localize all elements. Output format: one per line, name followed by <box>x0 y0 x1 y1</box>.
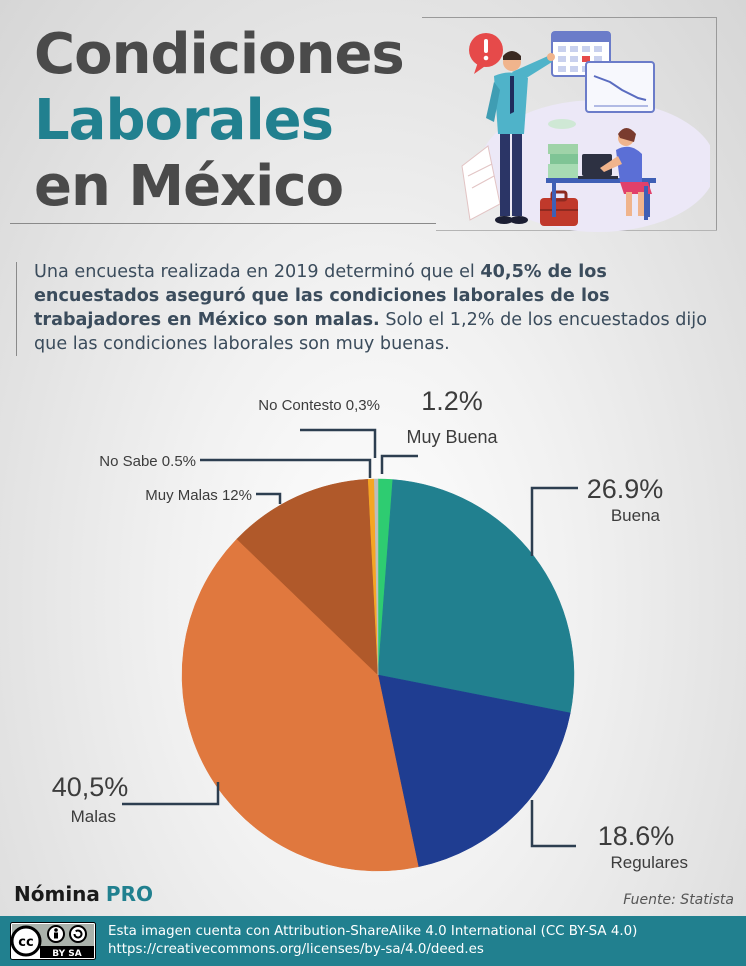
pie-slice-buena <box>377 479 575 714</box>
businessman-figure <box>486 51 555 224</box>
svg-text:cc: cc <box>18 935 33 950</box>
leader-line-regulares <box>530 800 576 848</box>
pie-slice-muy-malas <box>236 478 379 676</box>
slice-label-malas: Malas <box>71 807 116 826</box>
slice-value-buena: 26.9% <box>587 474 664 504</box>
cc-badge-text: BY SA <box>52 949 82 959</box>
brand-suffix: PRO <box>105 882 153 906</box>
leader-line-muy-buena <box>380 454 418 474</box>
leader-line-malas <box>122 782 220 806</box>
title-divider <box>10 223 436 224</box>
slice-value-muy-buena: 1.2% <box>421 386 483 416</box>
intro-paragraph: Una encuesta realizada en 2019 determinó… <box>34 260 714 356</box>
woman-at-laptop-figure <box>578 128 652 220</box>
pie-slices <box>181 478 575 872</box>
cc-by-sa-badge-icon: cc BY SA <box>10 922 96 960</box>
license-line-1: Esta imagen cuenta con Attribution-Share… <box>108 924 638 939</box>
page-title: Condiciones Laborales en México <box>34 22 405 220</box>
intro-text-1: Una encuesta realizada en 2019 determinó… <box>34 262 481 282</box>
title-line-1: Condiciones <box>34 22 405 87</box>
slice-label-muy-malas: Muy Malas 12% <box>145 487 252 504</box>
pie-slice-regulares <box>377 674 571 868</box>
title-line-2: Laborales <box>34 88 334 153</box>
line-chart-board-icon <box>585 61 655 113</box>
slice-label-buena: Buena <box>611 506 661 525</box>
brand-logo: Nómina PRO <box>14 882 153 906</box>
intro-text-2: Solo el 1,2% de los encuestados dijo que… <box>34 310 707 354</box>
intro-text-bold: 40,5% de los encuestados aseguró que las… <box>34 262 610 330</box>
leader-line-no-contesto <box>300 428 377 458</box>
illustration-frame-top <box>422 17 717 18</box>
slice-value-regulares: 18.6% <box>598 821 675 851</box>
slice-label-regulares: Regulares <box>611 853 689 872</box>
alert-bubble-icon <box>469 33 503 74</box>
leader-line-buena <box>530 486 578 556</box>
slice-label-no-sabe: No Sabe 0.5% <box>99 453 196 470</box>
license-url[interactable]: https://creativecommons.org/licenses/by-… <box>108 942 484 957</box>
brand-name: Nómina <box>14 882 100 906</box>
briefcase-icon <box>540 190 578 226</box>
pie-slice-malas <box>181 538 419 872</box>
license-text: Esta imagen cuenta con Attribution-Share… <box>108 923 637 959</box>
title-line-3: en México <box>34 154 344 219</box>
slice-label-no-contesto: No Contesto 0,3% <box>258 397 380 414</box>
pie-chart: No Contesto 0,3% No Sabe 0.5% Muy Malas … <box>52 386 689 872</box>
license-footer: cc BY SA Esta imagen cuenta con Attribut… <box>0 916 746 966</box>
illustration-frame-right <box>716 17 717 231</box>
leader-line-muy-malas <box>256 492 282 504</box>
source-note: Fuente: Statista <box>623 892 734 908</box>
office-illustration <box>461 31 710 232</box>
leader-lines <box>122 428 578 848</box>
slice-value-malas: 40,5% <box>52 772 129 802</box>
intro-accent-bar <box>16 262 17 356</box>
slice-label-muy-buena: Muy Buena <box>406 427 498 447</box>
pie-slice-no-contesto <box>374 478 379 676</box>
leader-line-no-sabe <box>200 458 372 478</box>
